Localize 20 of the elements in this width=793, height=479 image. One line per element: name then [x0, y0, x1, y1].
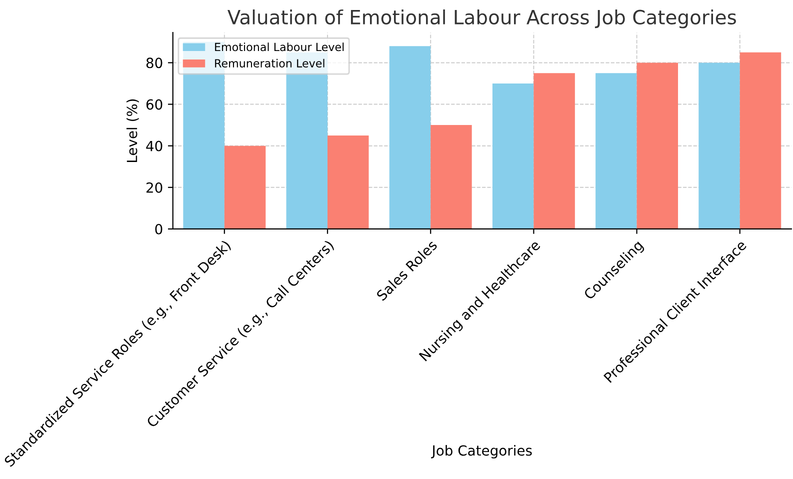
y-tick-label: 80 — [146, 58, 162, 68]
y-tick-label: 60 — [146, 99, 162, 110]
bar — [636, 62, 678, 229]
y-tick-label: 0 — [155, 224, 162, 234]
chart-title: Valuation of Emotional Labour Across Job Categories — [228, 9, 736, 28]
legend-label: Remuneration Level — [215, 58, 324, 68]
bar — [328, 135, 369, 229]
x-axis-title: Job Categories — [431, 444, 532, 458]
bar — [389, 46, 431, 229]
y-tick-label: 20 — [146, 182, 162, 193]
bar — [224, 146, 266, 229]
bar — [534, 73, 575, 229]
bar — [430, 125, 472, 229]
bar — [740, 52, 782, 229]
y-axis-title: Level (%) — [126, 99, 139, 162]
bar — [698, 62, 740, 229]
legend-label: Emotional Labour Level — [215, 42, 344, 52]
y-tick-label: 40 — [146, 140, 162, 152]
bar — [596, 73, 637, 229]
bar — [492, 83, 534, 229]
